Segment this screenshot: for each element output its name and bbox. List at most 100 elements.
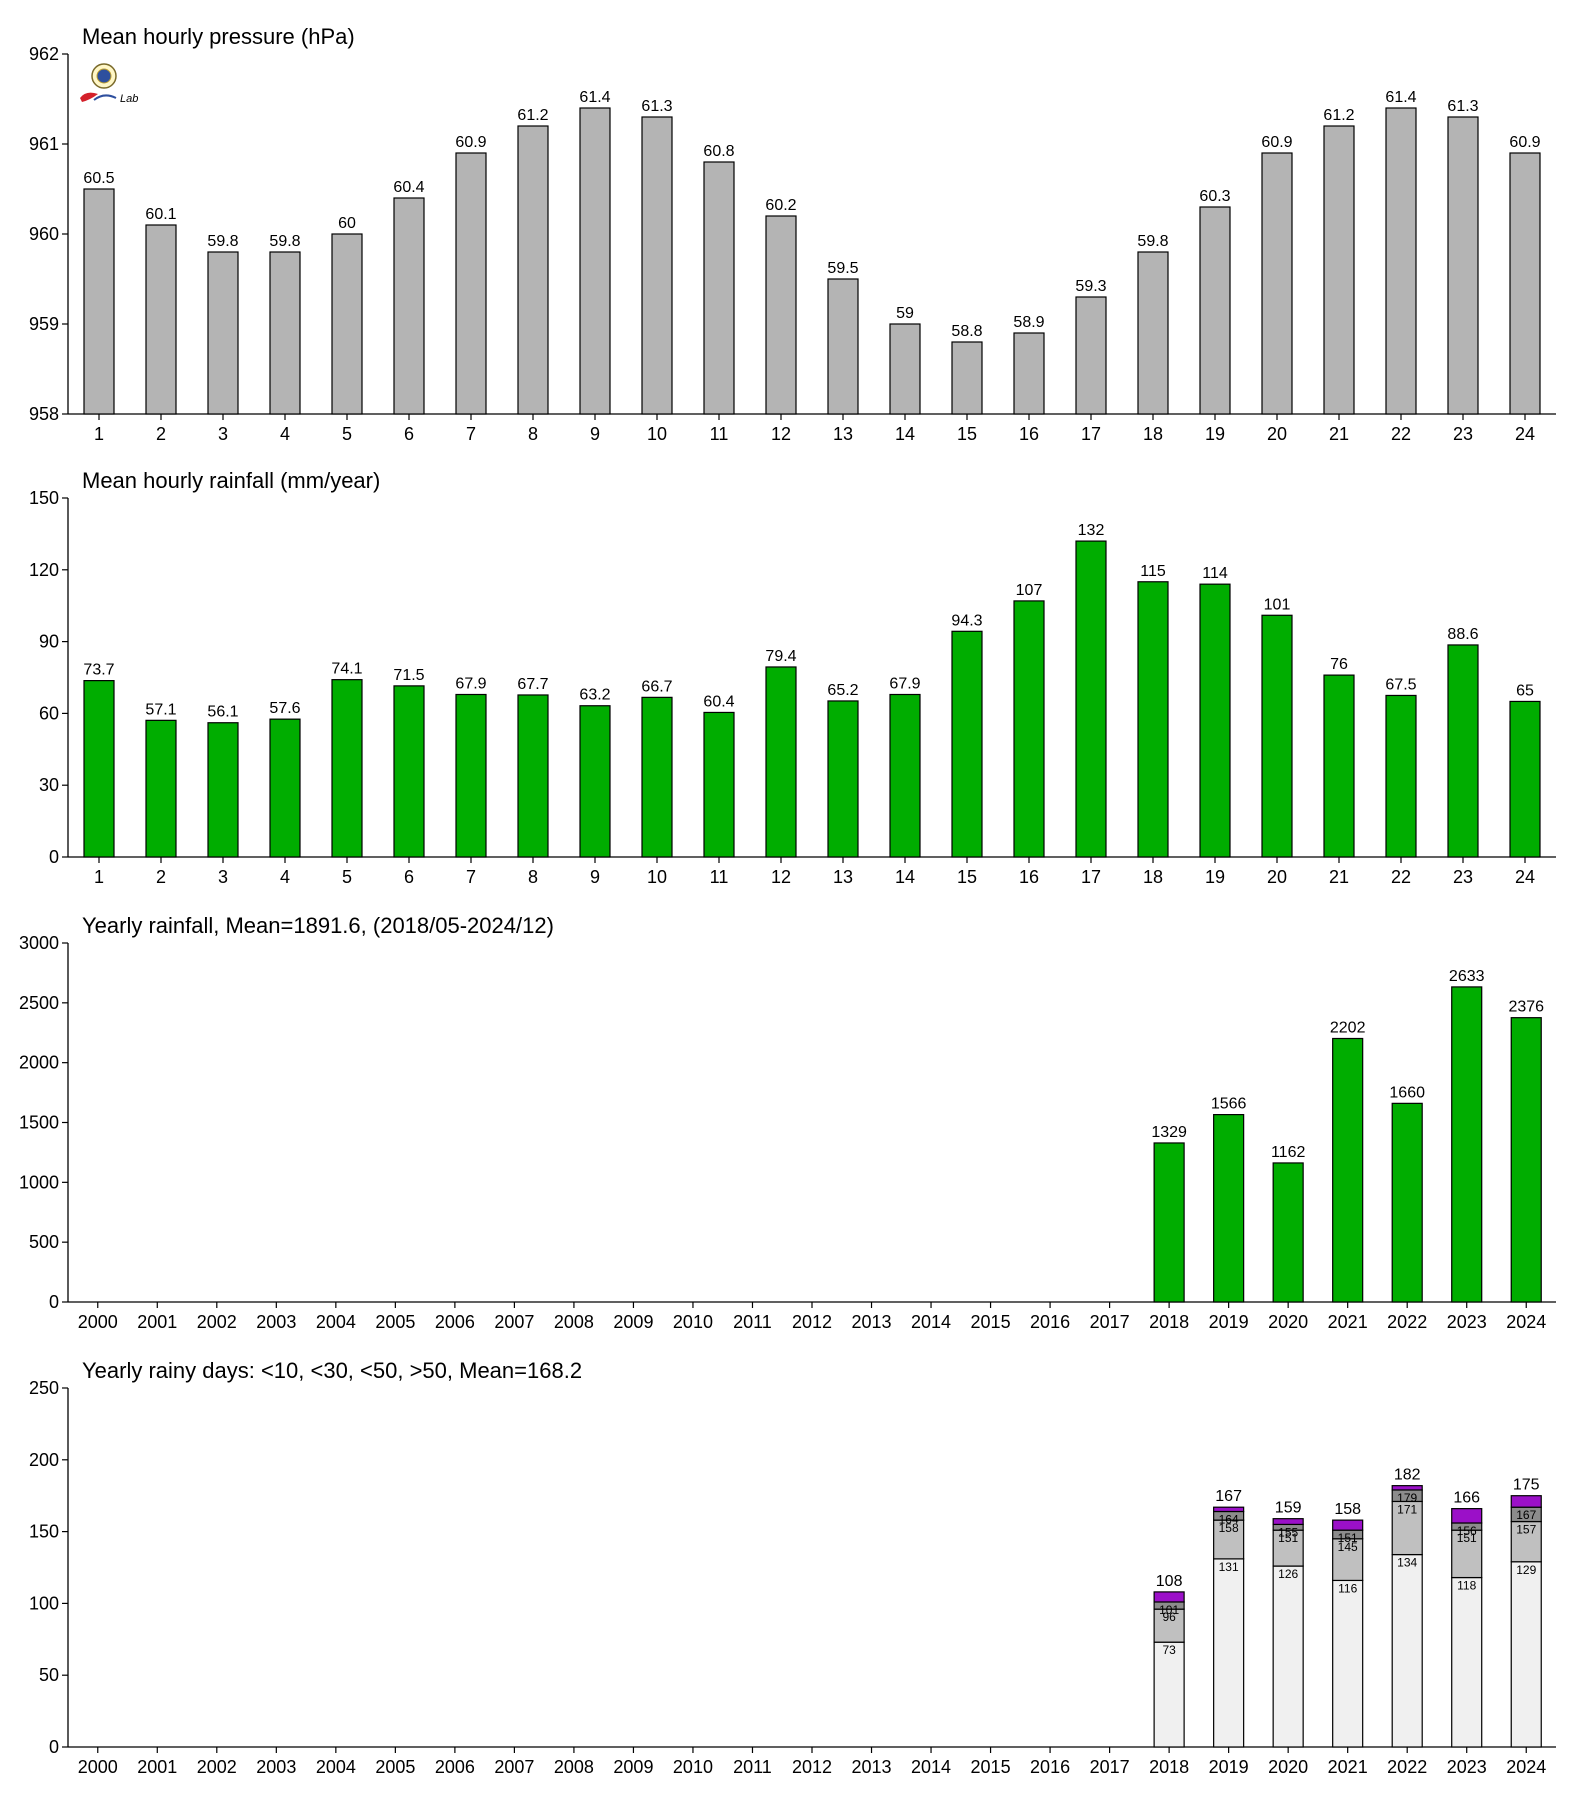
bar-value-label: 58.9: [1013, 314, 1044, 331]
x-tick-label: 3: [218, 424, 228, 444]
x-tick-label: 2005: [375, 1312, 415, 1332]
lab-logo: Lab: [76, 62, 140, 108]
bar: [1137, 581, 1169, 858]
x-tick-label: 2003: [256, 1757, 296, 1777]
bar: [393, 685, 425, 858]
segment-value-label: 167: [1516, 1508, 1536, 1522]
y-tick-label: 2500: [19, 993, 59, 1013]
segment-value-label: 118: [1457, 1579, 1476, 1593]
x-tick-label: 24: [1515, 867, 1535, 887]
segment-value-label: 73: [1162, 1643, 1176, 1657]
bar: [517, 125, 549, 415]
x-tick-label: 2006: [435, 1757, 475, 1777]
bar-value-label: 61.3: [641, 98, 672, 115]
x-tick-label: 1: [94, 424, 104, 444]
x-tick-label: 2009: [613, 1312, 653, 1332]
stack-segment: [1451, 1529, 1483, 1579]
x-tick-label: 14: [895, 424, 915, 444]
bar: [889, 693, 921, 858]
x-tick-label: 18: [1143, 867, 1163, 887]
bar-value-label: 61.2: [517, 107, 548, 124]
y-tick-label: 962: [29, 44, 59, 64]
bar-value-label: 132: [1078, 522, 1105, 539]
bar-value-label: 67.9: [889, 675, 920, 692]
bar: [1332, 1037, 1364, 1303]
bar-value-label: 2633: [1449, 968, 1485, 985]
bar-value-label: 63.2: [579, 687, 610, 704]
x-tick-label: 2020: [1268, 1312, 1308, 1332]
bar: [1213, 1114, 1245, 1303]
x-tick-label: 2024: [1506, 1312, 1546, 1332]
x-tick-label: 2001: [137, 1312, 177, 1332]
x-tick-label: 2020: [1268, 1757, 1308, 1777]
x-tick-label: 2: [156, 867, 166, 887]
x-tick-label: 2022: [1387, 1757, 1427, 1777]
stack-total-label: 166: [1453, 1490, 1480, 1507]
bar-value-label: 61.3: [1447, 98, 1478, 115]
x-tick-label: 2010: [673, 1312, 713, 1332]
x-tick-label: 2012: [792, 1312, 832, 1332]
bar: [1261, 614, 1293, 858]
x-tick-label: 3: [218, 867, 228, 887]
x-tick-label: 2014: [911, 1312, 951, 1332]
stack-segment: [1272, 1518, 1304, 1526]
y-tick-label: 959: [29, 314, 59, 334]
chart-4: 0 50 100 150 200 250 2000 2001 2002 2003 2004 2005 2…: [29, 1358, 1556, 1777]
bar-value-label: 60.1: [145, 206, 176, 223]
stack-segment: [1213, 1506, 1245, 1513]
chart-title: Mean hourly rainfall (mm/year): [82, 468, 380, 493]
bar-value-label: 101: [1264, 596, 1291, 613]
x-tick-label: 9: [590, 424, 600, 444]
stack-segment: [1510, 1561, 1542, 1748]
bar: [393, 197, 425, 415]
bar-value-label: 1566: [1211, 1096, 1247, 1113]
bar: [1510, 1017, 1542, 1303]
x-tick-label: 2017: [1090, 1757, 1130, 1777]
bar: [1199, 206, 1231, 415]
bar: [145, 719, 177, 858]
stack-total-label: 182: [1394, 1467, 1421, 1484]
stack-total-label: 175: [1513, 1477, 1540, 1494]
bar-value-label: 79.4: [765, 648, 796, 665]
x-tick-label: 2001: [137, 1757, 177, 1777]
x-tick-label: 2007: [494, 1312, 534, 1332]
x-tick-label: 21: [1329, 867, 1349, 887]
y-tick-label: 1500: [19, 1113, 59, 1133]
bar: [1013, 600, 1045, 858]
bar: [331, 233, 363, 415]
bar-value-label: 114: [1202, 565, 1228, 582]
bar: [1451, 986, 1483, 1303]
bar: [579, 705, 611, 858]
y-tick-label: 150: [29, 488, 59, 508]
x-tick-label: 15: [957, 867, 977, 887]
x-tick-label: 10: [647, 424, 667, 444]
y-tick-label: 1000: [19, 1172, 59, 1192]
bar-value-label: 61.2: [1323, 107, 1354, 124]
lab-seal-icon: Lab: [80, 63, 138, 105]
x-tick-label: 2007: [494, 1757, 534, 1777]
bar-value-label: 59: [896, 305, 914, 322]
bar-value-label: 67.7: [517, 676, 548, 693]
bar-value-label: 2376: [1508, 999, 1544, 1016]
stack-total-label: 108: [1156, 1573, 1183, 1590]
bar: [827, 278, 859, 415]
bar-value-label: 76: [1330, 656, 1348, 673]
y-tick-label: 120: [29, 560, 59, 580]
y-tick-label: 960: [29, 224, 59, 244]
bar: [951, 630, 983, 858]
x-tick-label: 2013: [851, 1757, 891, 1777]
bar: [579, 107, 611, 415]
x-tick-label: 2011: [733, 1312, 772, 1332]
bar: [1075, 540, 1107, 858]
bar-value-label: 94.3: [951, 612, 982, 629]
bar-value-label: 115: [1140, 563, 1166, 580]
x-tick-label: 2023: [1447, 1312, 1487, 1332]
segment-value-label: 171: [1397, 1502, 1417, 1516]
bar-value-label: 60.4: [703, 693, 734, 710]
bar-value-label: 1660: [1389, 1084, 1425, 1101]
stack-segment: [1272, 1529, 1304, 1567]
x-tick-label: 2014: [911, 1757, 951, 1777]
x-tick-label: 2003: [256, 1312, 296, 1332]
x-tick-label: 2002: [197, 1757, 237, 1777]
